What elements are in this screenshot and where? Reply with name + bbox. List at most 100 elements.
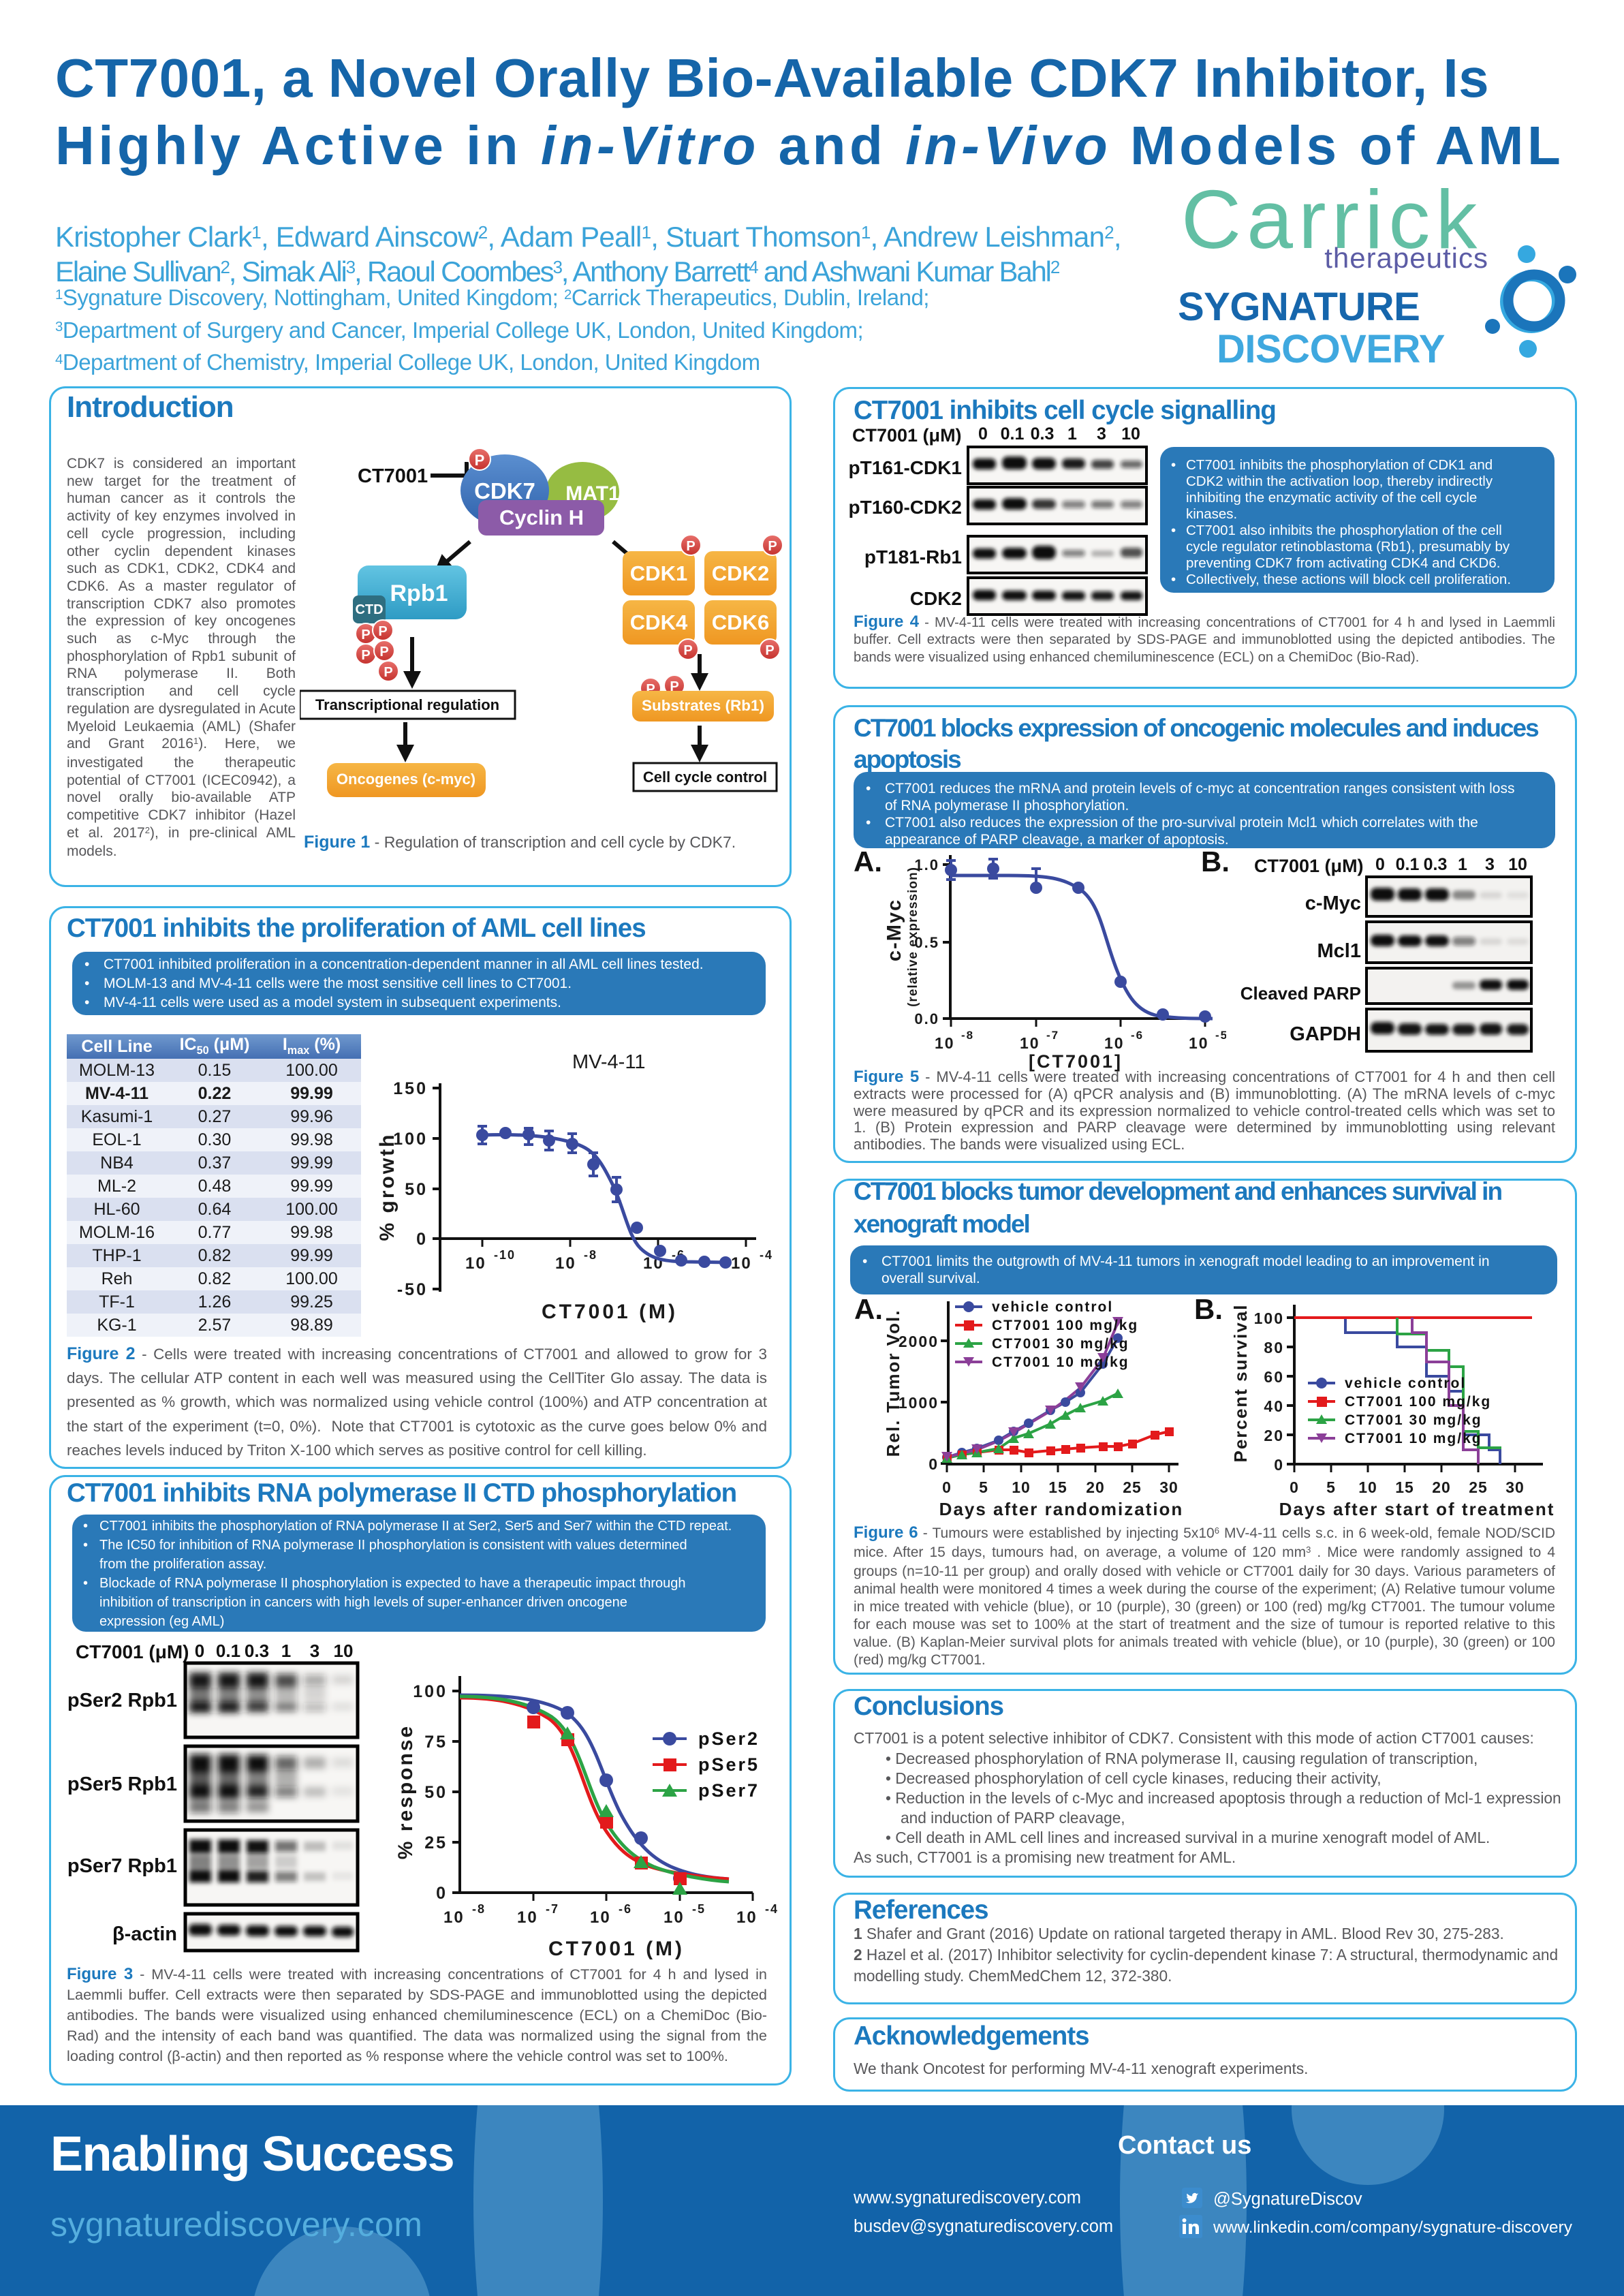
svg-text:1000: 1000 — [899, 1394, 939, 1412]
svg-text:1: 1 — [1067, 424, 1077, 444]
svg-text:15: 15 — [1395, 1478, 1414, 1496]
svg-text:P: P — [670, 679, 678, 694]
svg-text:10: 10 — [555, 1254, 576, 1273]
svg-text:10: 10 — [465, 1254, 486, 1273]
svg-text:(relative expression): (relative expression) — [906, 867, 920, 1007]
svg-text:0: 0 — [1290, 1478, 1299, 1496]
svg-text:10: 10 — [731, 1254, 752, 1273]
svg-text:10: 10 — [1121, 424, 1140, 444]
svg-text:1: 1 — [281, 1641, 291, 1661]
svg-text:-8: -8 — [584, 1248, 597, 1262]
svg-text:10: 10 — [1020, 1034, 1040, 1052]
svg-text:0.1: 0.1 — [1396, 855, 1420, 874]
svg-text:-4: -4 — [760, 1248, 773, 1262]
svg-text:10: 10 — [663, 1908, 685, 1927]
svg-text:15: 15 — [1048, 1478, 1067, 1496]
svg-text:Days after randomization: Days after randomization — [939, 1499, 1184, 1519]
svg-text:CDK7: CDK7 — [474, 478, 535, 503]
svg-text:Cleaved PARP: Cleaved PARP — [1240, 983, 1361, 1004]
svg-text:10: 10 — [1104, 1034, 1125, 1052]
svg-text:CDK1: CDK1 — [630, 561, 687, 585]
svg-text:20: 20 — [1264, 1427, 1284, 1444]
svg-text:50: 50 — [424, 1783, 448, 1802]
svg-text:0: 0 — [416, 1230, 428, 1249]
svg-text:pSer2 Rpb1: pSer2 Rpb1 — [68, 1690, 177, 1711]
svg-text:CDK2: CDK2 — [712, 561, 769, 585]
svg-text:40: 40 — [1264, 1397, 1284, 1415]
svg-text:0: 0 — [1274, 1456, 1284, 1474]
svg-text:-6: -6 — [1131, 1029, 1144, 1042]
svg-text:10: 10 — [334, 1641, 354, 1661]
svg-text:10: 10 — [935, 1034, 955, 1052]
svg-text:50: 50 — [405, 1180, 428, 1199]
svg-text:CT7001 (M): CT7001 (M) — [548, 1938, 685, 1960]
svg-text:β-actin: β-actin — [112, 1923, 177, 1945]
svg-text:20: 20 — [1086, 1478, 1105, 1496]
svg-text:pT181-Rb1: pT181-Rb1 — [864, 546, 962, 568]
svg-text:pSer7 Rpb1: pSer7 Rpb1 — [68, 1855, 177, 1877]
svg-text:0.0: 0.0 — [914, 1010, 939, 1027]
svg-text:2000: 2000 — [899, 1333, 939, 1350]
svg-text:3: 3 — [310, 1641, 319, 1661]
svg-text:Transcriptional regulation: Transcriptional regulation — [315, 696, 499, 713]
svg-text:CT7001 (μM): CT7001 (μM) — [852, 425, 962, 446]
svg-text:5: 5 — [1326, 1478, 1336, 1496]
svg-text:P: P — [765, 643, 774, 658]
svg-text:P: P — [379, 645, 388, 660]
svg-text:-5: -5 — [1215, 1029, 1226, 1042]
svg-text:CT7001 10 mg/kg: CT7001 10 mg/kg — [1345, 1431, 1482, 1446]
svg-text:-6: -6 — [619, 1902, 632, 1916]
svg-text:Mcl1: Mcl1 — [1317, 940, 1361, 962]
svg-text:100: 100 — [1254, 1309, 1284, 1327]
svg-text:pT161-CDK1: pT161-CDK1 — [849, 457, 962, 478]
svg-text:10: 10 — [443, 1908, 465, 1927]
svg-text:100: 100 — [393, 1130, 428, 1149]
svg-text:GAPDH: GAPDH — [1290, 1023, 1361, 1045]
svg-text:0: 0 — [436, 1884, 448, 1903]
svg-text:-5: -5 — [692, 1902, 706, 1916]
svg-text:MV-4-11: MV-4-11 — [572, 1051, 645, 1073]
svg-text:Rpb1: Rpb1 — [390, 580, 448, 606]
svg-text:80: 80 — [1264, 1339, 1284, 1356]
svg-text:1.0: 1.0 — [914, 856, 939, 873]
svg-text:Rel. Tumor Vol.: Rel. Tumor Vol. — [883, 1309, 903, 1457]
svg-text:0: 0 — [928, 1455, 939, 1473]
svg-text:-7: -7 — [546, 1902, 559, 1916]
svg-text:20: 20 — [1432, 1478, 1451, 1496]
svg-text:P: P — [361, 648, 370, 663]
svg-text:30: 30 — [1159, 1478, 1178, 1496]
svg-text:% response: % response — [394, 1724, 417, 1859]
svg-text:P: P — [384, 665, 392, 680]
svg-text:1: 1 — [1458, 855, 1467, 874]
svg-text:10: 10 — [590, 1908, 611, 1927]
svg-text:0.1: 0.1 — [216, 1641, 240, 1661]
svg-text:Cyclin H: Cyclin H — [499, 506, 584, 529]
svg-text:0.5: 0.5 — [914, 934, 939, 951]
svg-text:75: 75 — [424, 1733, 448, 1752]
svg-text:CT7001: CT7001 — [358, 465, 428, 487]
svg-text:25: 25 — [424, 1833, 448, 1852]
svg-text:10: 10 — [1508, 855, 1527, 874]
svg-text:Substrates (Rb1): Substrates (Rb1) — [642, 697, 764, 714]
svg-text:c-Myc: c-Myc — [884, 899, 905, 961]
svg-text:CT7001 (μM): CT7001 (μM) — [76, 1641, 189, 1662]
svg-text:-10: -10 — [494, 1248, 516, 1262]
svg-text:% growth: % growth — [376, 1133, 399, 1241]
svg-text:0: 0 — [978, 424, 988, 444]
svg-text:Oncogenes (c-myc): Oncogenes (c-myc) — [337, 771, 475, 788]
svg-text:60: 60 — [1264, 1368, 1284, 1386]
svg-text:pSer7: pSer7 — [698, 1780, 760, 1801]
svg-text:pT160-CDK2: pT160-CDK2 — [849, 497, 962, 518]
svg-text:CDK2: CDK2 — [910, 588, 962, 609]
svg-text:Cell cycle control: Cell cycle control — [643, 769, 767, 786]
svg-text:CT7001 (μM): CT7001 (μM) — [1254, 856, 1364, 876]
svg-text:[CT7001]: [CT7001] — [1029, 1051, 1123, 1072]
svg-text:10: 10 — [1189, 1034, 1209, 1052]
svg-text:0: 0 — [195, 1641, 204, 1661]
svg-text:CT7001 100 mg/kg: CT7001 100 mg/kg — [992, 1318, 1138, 1333]
svg-text:P: P — [361, 627, 370, 642]
svg-text:-8: -8 — [472, 1902, 486, 1916]
svg-text:0: 0 — [1375, 855, 1385, 874]
svg-text:CT7001 30 mg/kg: CT7001 30 mg/kg — [992, 1336, 1129, 1352]
svg-text:25: 25 — [1123, 1478, 1142, 1496]
